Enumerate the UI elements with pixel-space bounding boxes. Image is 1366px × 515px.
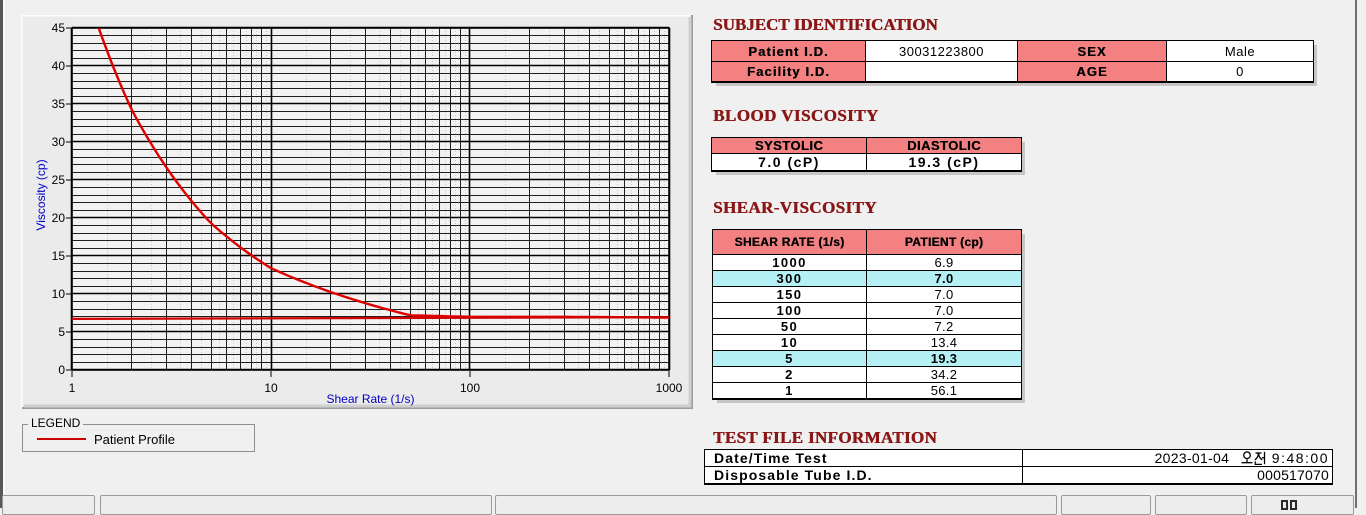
- svg-text:100: 100: [460, 381, 480, 395]
- svg-text:10: 10: [264, 381, 278, 395]
- svg-text:Viscosity (cp): Viscosity (cp): [34, 159, 48, 230]
- svg-text:35: 35: [52, 97, 66, 111]
- svg-text:40: 40: [52, 59, 66, 73]
- svg-text:0: 0: [58, 363, 65, 377]
- svg-text:45: 45: [52, 21, 66, 35]
- svg-text:1: 1: [69, 381, 76, 395]
- svg-text:20: 20: [52, 211, 66, 225]
- svg-text:15: 15: [52, 249, 66, 263]
- svg-text:30: 30: [52, 135, 66, 149]
- svg-text:10: 10: [52, 287, 66, 301]
- svg-text:5: 5: [58, 325, 65, 339]
- svg-text:1000: 1000: [656, 381, 683, 395]
- svg-text:25: 25: [52, 173, 66, 187]
- svg-text:Shear Rate (1/s): Shear Rate (1/s): [326, 392, 414, 406]
